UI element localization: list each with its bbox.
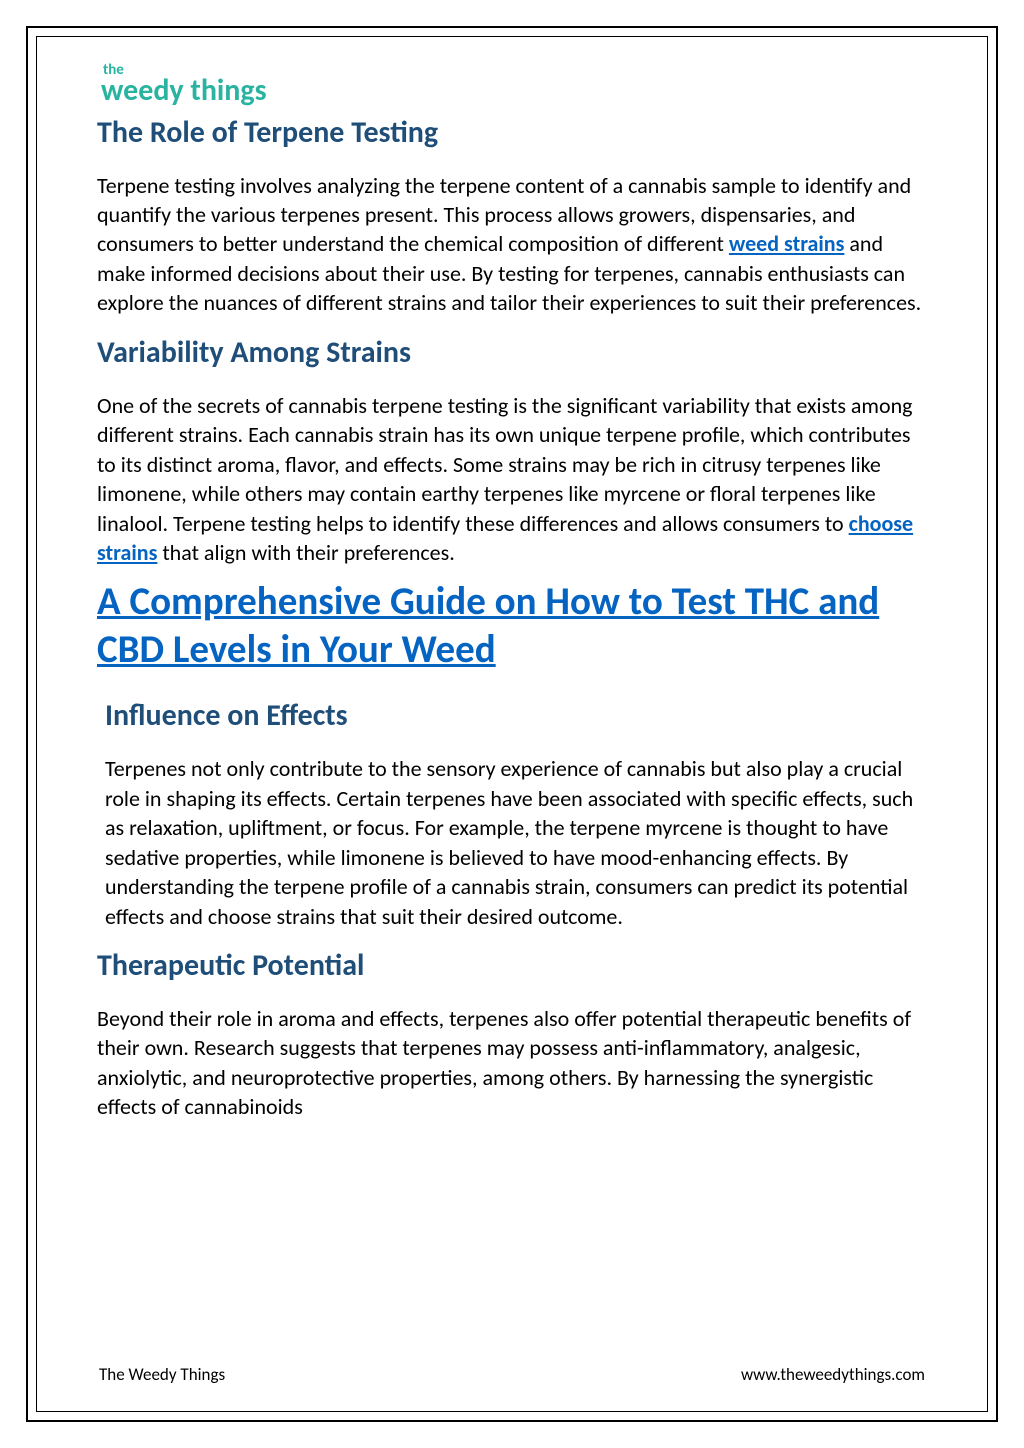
page-frame: the weedy things The Role of Terpene Tes… — [36, 36, 988, 1412]
footer-right: www.theweedythings.com — [741, 1364, 925, 1385]
guide-title: A Comprehensive Guide on How to Test THC… — [97, 578, 927, 676]
section-para-role: Terpene testing involves analyzing the t… — [97, 171, 927, 318]
section-para-therapeutic: Beyond their role in aroma and effects, … — [97, 1004, 927, 1122]
page-footer: The Weedy Things www.theweedythings.com — [97, 1364, 927, 1391]
section-para-variability: One of the secrets of cannabis terpene t… — [97, 391, 927, 568]
content-area: the weedy things The Role of Terpene Tes… — [97, 65, 927, 1364]
section-heading-variability: Variability Among Strains — [97, 334, 927, 371]
weed-strains-link[interactable]: weed strains — [729, 230, 845, 257]
section-para-influence: Terpenes not only contribute to the sens… — [105, 754, 927, 931]
section-heading-influence: Influence on Effects — [105, 697, 927, 734]
section-heading-therapeutic: Therapeutic Potential — [97, 947, 927, 984]
guide-title-link[interactable]: A Comprehensive Guide on How to Test THC… — [97, 578, 879, 674]
footer-left: The Weedy Things — [99, 1364, 225, 1385]
text-before-link: One of the secrets of cannabis terpene t… — [97, 392, 913, 537]
section-heading-role: The Role of Terpene Testing — [97, 114, 927, 151]
site-logo: the weedy things — [101, 65, 927, 106]
logo-line2: weedy things — [101, 72, 267, 109]
indented-block: Influence on Effects Terpenes not only c… — [97, 697, 927, 931]
text-after-link: that align with their preferences. — [157, 539, 454, 566]
